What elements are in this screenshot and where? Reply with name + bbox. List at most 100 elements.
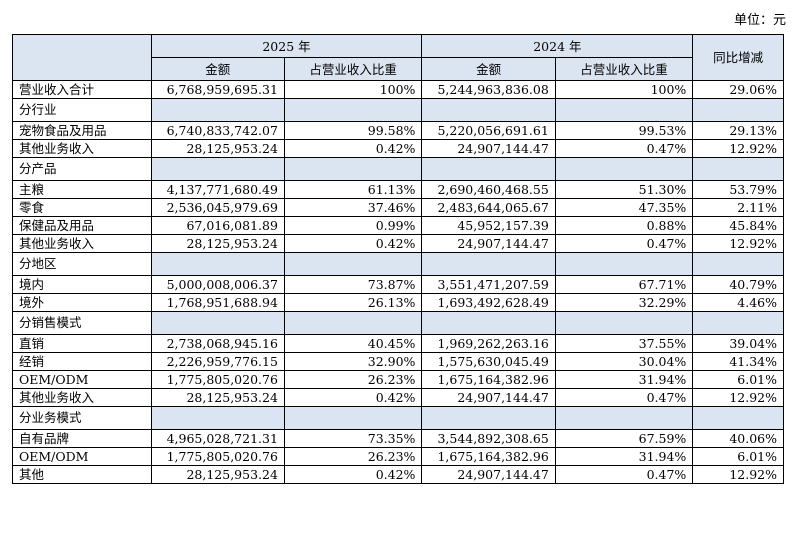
section-header-row: 分产品 (12, 157, 784, 181)
share-2025-cell: 26.23% (283, 370, 423, 389)
amount-2024-cell: 1,693,492,628.49 (421, 293, 556, 312)
share-2024-cell: 0.47% (554, 465, 694, 484)
share-2025-cell: 0.42% (283, 465, 423, 484)
yoy-change-cell: 4.46% (692, 293, 784, 312)
share-2024-cell: 0.47% (554, 139, 694, 158)
share-2025-cell: 73.87% (283, 275, 423, 294)
unit-label: 单位：元 (733, 13, 786, 28)
yoy-change-cell: 41.34% (692, 352, 784, 371)
row-label: 其他业务收入 (12, 388, 152, 407)
section-blank-cell (283, 252, 423, 276)
amount-2025-cell: 4,137,771,680.49 (150, 180, 285, 199)
table-row: 其他业务收入 28,125,953.24 0.42% 24,907,144.47 0.4… (12, 388, 784, 407)
amount-2025-cell: 6,740,833,742.07 (150, 121, 285, 140)
section-header-row: 分行业 (12, 98, 784, 122)
section-blank-cell (421, 311, 556, 335)
share-2024-cell: 0.47% (554, 388, 694, 407)
table-row: 主粮 4,137,771,680.49 61.13% 2,690,460,468.55… (12, 180, 784, 199)
table-row: 其他业务收入 28,125,953.24 0.42% 24,907,144.47 0.4… (12, 234, 784, 253)
section-blank-cell (283, 98, 423, 122)
yoy-change-cell: 12.92% (692, 139, 784, 158)
yoy-change-cell: 12.92% (692, 388, 784, 407)
section-blank-cell (150, 157, 285, 181)
section-blank-cell (283, 406, 423, 430)
share-2024-cell: 37.55% (554, 334, 694, 353)
share-2025-cell: 0.42% (283, 388, 423, 407)
table-row: 境内 5,000,008,006.37 73.87% 3,551,471,207.59… (12, 275, 784, 294)
amount-2025-cell: 1,775,805,020.76 (150, 370, 285, 389)
total-amount-2024: 5,244,963,836.08 (421, 80, 556, 99)
section-title: 分行业 (12, 98, 152, 122)
header-yoy: 同比增减 (692, 34, 784, 81)
table-row: 经销 2,226,959,776.15 32.90% 1,575,630,045.49… (12, 352, 784, 371)
total-row: 营业收入合计 6,768,959,695.31 100% 5,244,963,8… (12, 80, 784, 99)
amount-2024-cell: 1,675,164,382.96 (421, 370, 556, 389)
section-blank-cell (421, 252, 556, 276)
amount-2025-cell: 5,000,008,006.37 (150, 275, 285, 294)
total-share-2025: 100% (283, 80, 423, 99)
table-row: 直销 2,738,068,945.16 40.45% 1,969,262,263.16… (12, 334, 784, 353)
amount-2024-cell: 3,551,471,207.59 (421, 275, 556, 294)
section-blank-cell (692, 311, 784, 335)
share-2025-cell: 0.99% (283, 216, 423, 235)
section-blank-cell (283, 157, 423, 181)
share-2025-cell: 73.35% (283, 429, 423, 448)
amount-2025-cell: 1,768,951,688.94 (150, 293, 285, 312)
share-2024-cell: 31.94% (554, 447, 694, 466)
yoy-change-cell: 39.04% (692, 334, 784, 353)
amount-2025-cell: 28,125,953.24 (150, 465, 285, 484)
section-blank-cell (554, 157, 694, 181)
yoy-change-cell: 2.11% (692, 198, 784, 217)
section-title: 分地区 (12, 252, 152, 276)
row-label: 境外 (12, 293, 152, 312)
row-label: OEM/ODM (12, 370, 152, 389)
row-label: 自有品牌 (12, 429, 152, 448)
section-blank-cell (692, 157, 784, 181)
yoy-change-cell: 12.92% (692, 465, 784, 484)
total-share-2024: 100% (554, 80, 694, 99)
header-year-2024: 2024 年 (421, 34, 694, 58)
table-row: OEM/ODM 1,775,805,020.76 26.23% 1,675,164,3… (12, 447, 784, 466)
amount-2025-cell: 67,016,081.89 (150, 216, 285, 235)
yoy-change-cell: 40.06% (692, 429, 784, 448)
table-row: OEM/ODM 1,775,805,020.76 26.23% 1,675,164,3… (12, 370, 784, 389)
share-2025-cell: 40.45% (283, 334, 423, 353)
section-title: 分产品 (12, 157, 152, 181)
section-blank-cell (554, 311, 694, 335)
section-header-row: 分销售模式 (12, 311, 784, 335)
section-blank-cell (692, 406, 784, 430)
table-row: 其他业务收入 28,125,953.24 0.42% 24,907,144.47 0.4… (12, 139, 784, 158)
section-title: 分业务模式 (12, 406, 152, 430)
total-yoy: 29.06% (692, 80, 784, 99)
share-2024-cell: 67.71% (554, 275, 694, 294)
amount-2025-cell: 28,125,953.24 (150, 234, 285, 253)
total-label: 营业收入合计 (12, 80, 152, 99)
share-2025-cell: 32.90% (283, 352, 423, 371)
amount-2025-cell: 1,775,805,020.76 (150, 447, 285, 466)
row-label: 其他业务收入 (12, 234, 152, 253)
share-2025-cell: 37.46% (283, 198, 423, 217)
amount-2024-cell: 45,952,157.39 (421, 216, 556, 235)
row-label: 经销 (12, 352, 152, 371)
revenue-breakdown-table: 2025 年 2024 年 同比增减 金额 占营业收入比重 金额 占营业收入比重… (12, 34, 784, 484)
section-blank-cell (150, 406, 285, 430)
amount-2024-cell: 24,907,144.47 (421, 234, 556, 253)
header-blank-cell (12, 34, 152, 81)
header-share-2024: 占营业收入比重 (554, 57, 694, 81)
amount-2024-cell: 5,220,056,691.61 (421, 121, 556, 140)
amount-2024-cell: 1,675,164,382.96 (421, 447, 556, 466)
header-row-years: 2025 年 2024 年 同比增减 (12, 34, 784, 81)
yoy-change-cell: 45.84% (692, 216, 784, 235)
section-blank-cell (554, 98, 694, 122)
amount-2025-cell: 2,536,045,979.69 (150, 198, 285, 217)
header-row-metrics: 金额 占营业收入比重 金额 占营业收入比重 (13, 57, 784, 81)
section-header-row: 分业务模式 (12, 406, 784, 430)
share-2025-cell: 61.13% (283, 180, 423, 199)
total-amount-2025: 6,768,959,695.31 (150, 80, 285, 99)
amount-2024-cell: 1,969,262,263.16 (421, 334, 556, 353)
row-label: 境内 (12, 275, 152, 294)
yoy-change-cell: 12.92% (692, 234, 784, 253)
table-row: 保健品及用品 67,016,081.89 0.99% 45,952,157.39 0.8… (12, 216, 784, 235)
share-2024-cell: 0.47% (554, 234, 694, 253)
yoy-change-cell: 53.79% (692, 180, 784, 199)
